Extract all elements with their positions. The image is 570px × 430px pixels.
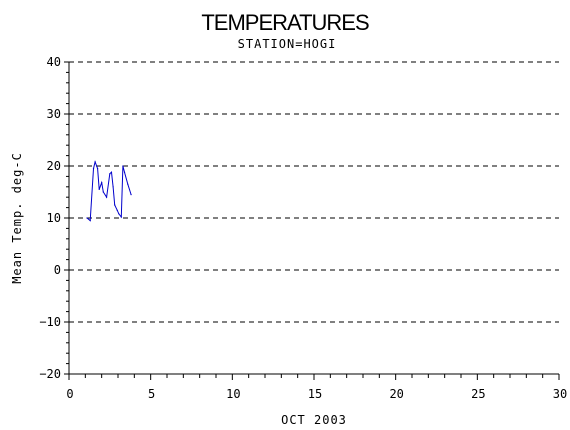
y-axis-label: Mean Temp. deg-C [10,152,24,284]
y-axis: −20 −10 0 10 20 30 40 [39,55,70,381]
y-tick-label: 10 [47,211,61,225]
data-point [86,217,88,219]
y-tick-label: 0 [54,263,61,277]
data-point [116,209,118,211]
data-point [109,173,111,175]
chart-subtitle: STATION=HOGI [238,37,337,51]
y-tick-label: −10 [39,315,61,329]
x-axis-label: OCT 2003 [281,413,347,427]
x-tick-label: 15 [308,387,322,401]
data-point [123,171,126,173]
x-tick-label: 30 [553,387,567,401]
x-tick-label: 25 [471,387,485,401]
data-point [120,216,122,218]
data-point [127,183,129,185]
x-tick-label: 10 [226,387,240,401]
data-series [86,160,132,222]
data-point [92,168,95,170]
y-tick-label: 30 [47,107,61,121]
data-point [96,168,99,170]
data-point [94,161,96,163]
y-tick-label: 40 [47,55,61,69]
data-point [101,182,103,184]
temperature-line [86,160,132,222]
x-tick-label: 5 [148,387,155,401]
data-point [112,186,114,188]
data-point [98,188,100,190]
grid-lines [69,61,559,375]
data-point [102,191,104,193]
data-point [89,220,91,222]
chart-title: TEMPERATURES [201,10,369,35]
data-point [114,204,116,206]
x-axis: 0 5 10 15 20 25 30 [66,373,567,401]
y-tick-label: 20 [47,159,61,173]
data-point [110,171,113,173]
data-point [130,194,132,196]
x-tick-label: 20 [389,387,403,401]
data-point [118,213,120,215]
data-point [105,196,108,198]
data-point [122,165,124,167]
y-tick-label: −20 [39,367,61,381]
x-tick-label: 0 [66,387,73,401]
